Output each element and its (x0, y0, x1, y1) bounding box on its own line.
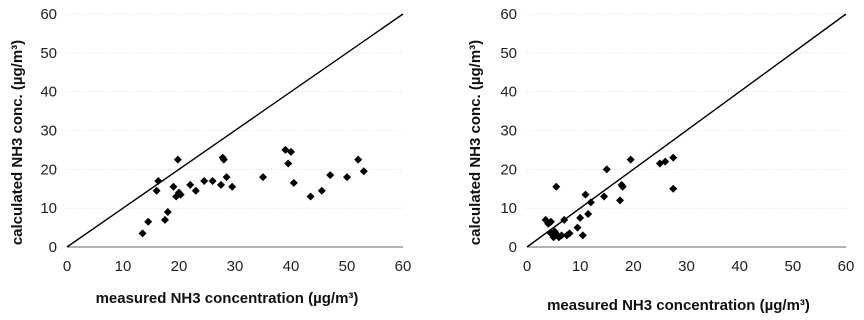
x-tick-label: 0 (523, 258, 531, 275)
data-point (581, 190, 590, 199)
y-tick-label: 0 (509, 239, 517, 256)
data-point (600, 192, 609, 201)
y-tick-label: 10 (500, 200, 517, 217)
x-tick-label: 30 (678, 258, 695, 275)
data-point (228, 182, 237, 191)
data-point (317, 186, 326, 195)
one-to-one-line (66, 13, 404, 248)
y-tick-label: 40 (500, 84, 517, 101)
data-point (602, 165, 611, 174)
data-point (616, 196, 625, 205)
x-tick-label: 10 (115, 258, 132, 275)
y-tick-label: 0 (49, 239, 57, 256)
y-axis-title: calculated NH3 conc. (µg/m³) (467, 40, 484, 245)
y-axis-title: calculated NH3 conc. (µg/m³) (9, 40, 26, 245)
data-point (191, 186, 200, 195)
data-point (578, 231, 587, 240)
data-point (219, 155, 228, 164)
data-point (354, 155, 363, 164)
data-point (669, 153, 678, 162)
data-point (208, 176, 217, 185)
data-point (176, 190, 185, 199)
data-point (161, 215, 169, 224)
y-tick-label: 30 (40, 123, 57, 140)
x-tick-label: 50 (784, 258, 801, 275)
data-point (287, 147, 295, 156)
x-axis-title: measured NH3 concentration (µg/m³) (547, 297, 810, 314)
data-point (546, 217, 555, 226)
data-point (173, 155, 182, 164)
x-tick-label: 10 (572, 258, 589, 275)
x-tick-label: 60 (395, 258, 412, 275)
data-point (186, 180, 195, 189)
y-tick-label: 20 (500, 161, 517, 178)
data-point (152, 186, 161, 195)
x-tick-label: 40 (731, 258, 748, 275)
y-tick-label: 60 (40, 6, 57, 23)
x-tick-label: 50 (339, 258, 356, 275)
data-point (200, 176, 209, 185)
data-point (217, 180, 225, 189)
x-axis-title: measured NH3 concentration (µg/m³) (96, 290, 359, 307)
data-point (138, 229, 147, 238)
x-tick-label: 30 (227, 258, 244, 275)
data-point (289, 178, 298, 187)
chart-panel-right: 0 10 20 30 40 50 60 0 10 20 30 40 50 60 measured NH3 c… (467, 6, 854, 314)
x-tick-label: 0 (63, 258, 71, 275)
x-tick-label: 20 (171, 258, 188, 275)
data-point (343, 173, 351, 182)
data-point (222, 173, 231, 182)
data-point (618, 182, 627, 191)
data-point (154, 176, 163, 185)
x-tick-label: 40 (283, 258, 300, 275)
data-point (669, 184, 678, 193)
y-tick-label: 10 (40, 200, 57, 217)
data-point (626, 155, 635, 164)
y-tick-label: 20 (40, 161, 57, 178)
y-tick-label: 40 (40, 84, 57, 101)
y-tick-label: 30 (500, 123, 517, 140)
y-tick-label: 50 (40, 45, 57, 62)
data-point (661, 157, 670, 166)
data-point (586, 198, 595, 207)
data-point (552, 182, 561, 191)
data-point (565, 229, 574, 238)
y-tick-label: 60 (500, 6, 517, 23)
one-to-one-line (526, 13, 847, 248)
data-point (284, 159, 293, 168)
data-point (560, 215, 569, 224)
data-point (573, 223, 582, 232)
data-point (169, 182, 178, 191)
data-point (359, 167, 368, 176)
data-point (557, 231, 566, 240)
data-point (144, 217, 153, 226)
x-tick-label: 20 (625, 258, 642, 275)
x-tick-label: 60 (838, 258, 855, 275)
y-tick-label: 50 (500, 45, 517, 62)
data-point (163, 208, 172, 217)
data-point (259, 173, 267, 182)
data-point (306, 192, 315, 201)
chart-panel-left: 0 10 20 30 40 50 60 0 10 20 30 40 50 60 measured NH3 c… (9, 6, 411, 307)
data-point (326, 171, 335, 180)
data-point (576, 213, 585, 222)
data-point (584, 209, 593, 218)
